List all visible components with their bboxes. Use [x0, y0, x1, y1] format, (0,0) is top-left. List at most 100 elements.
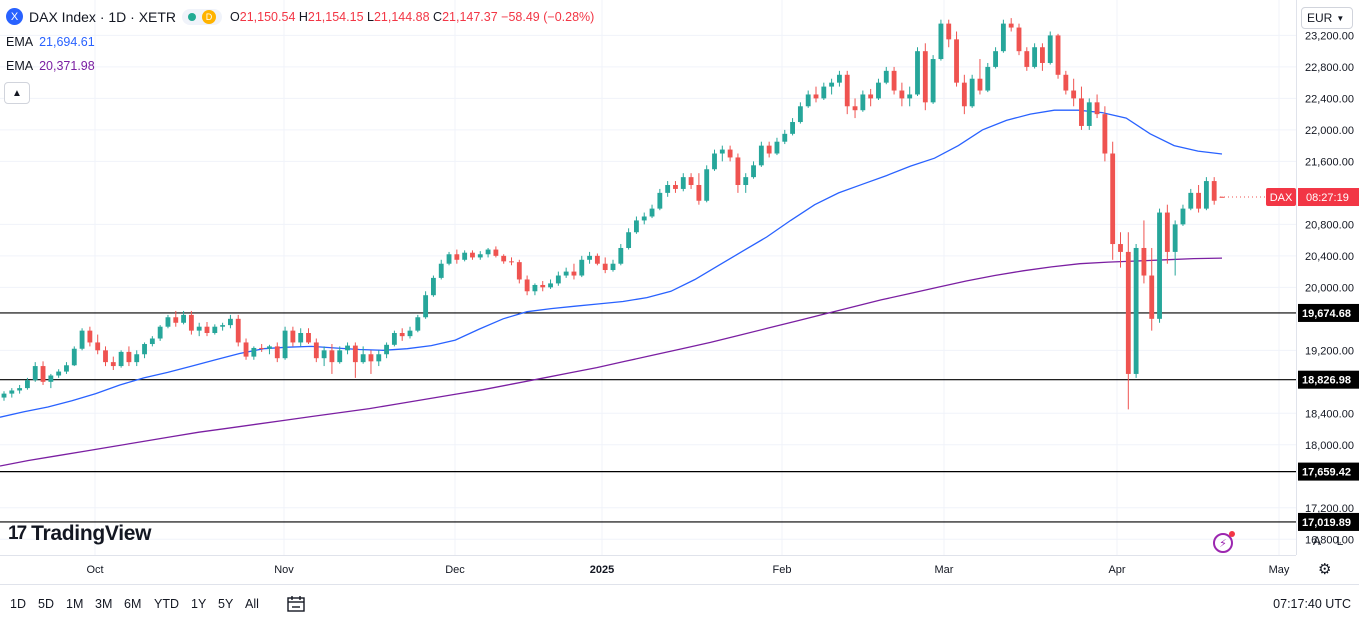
market-status[interactable]: D: [182, 8, 223, 25]
candle: [282, 326, 288, 360]
candle: [954, 31, 959, 87]
candle-body: [509, 261, 514, 263]
candle-body: [719, 149, 725, 154]
candle: [220, 322, 226, 331]
ema-slow-legend[interactable]: EMA 20,371.98: [6, 59, 95, 73]
candle-body: [1055, 35, 1061, 75]
candle-body: [1211, 181, 1217, 201]
candle: [712, 149, 717, 171]
candle: [876, 78, 881, 100]
candle: [423, 291, 429, 319]
candle: [704, 165, 710, 203]
timeframe-button-5y[interactable]: 5Y: [218, 597, 234, 611]
candle-body: [251, 347, 257, 357]
candle: [32, 362, 38, 382]
timeframe-button-6m[interactable]: 6M: [124, 597, 142, 611]
date-range-icon[interactable]: [286, 594, 306, 619]
candle-body: [532, 284, 538, 292]
candle: [384, 342, 389, 359]
candle-body: [95, 342, 101, 351]
candle: [1149, 247, 1155, 331]
flash-icon[interactable]: ⚡: [1213, 531, 1235, 553]
candle: [680, 173, 686, 192]
candle-body: [712, 153, 717, 170]
candle: [1008, 18, 1014, 32]
candle-body: [1180, 208, 1186, 225]
price-tick-label: 19,200.00: [1305, 345, 1354, 357]
candle: [87, 326, 93, 347]
candle: [907, 86, 913, 107]
candle-body: [579, 259, 585, 276]
candle: [134, 350, 140, 367]
candle-body: [306, 333, 311, 343]
timeframe-button-1d[interactable]: 1D: [10, 597, 26, 611]
candle-body: [446, 254, 452, 264]
symbol-logo-icon[interactable]: X: [6, 8, 23, 25]
candle-body: [1079, 98, 1084, 126]
candle-body: [938, 23, 944, 60]
candle-body: [688, 177, 694, 185]
candle: [196, 322, 202, 337]
ema-slow-line: [0, 257, 1223, 467]
candle-body: [946, 23, 952, 40]
candle: [1188, 188, 1194, 211]
candle: [1157, 208, 1162, 323]
log-scale-button[interactable]: L: [1330, 531, 1350, 551]
candle: [555, 271, 561, 286]
price-axis[interactable]: 23,200.00 22,800.00 22,400.00 22,000.00 21,6…: [1296, 0, 1359, 555]
candle-body: [1110, 153, 1116, 245]
tradingview-mark-icon: 17: [8, 523, 27, 544]
tradingview-logo[interactable]: 17 TradingView: [8, 522, 152, 545]
time-tick-label: Oct: [86, 564, 103, 576]
symbol-title[interactable]: DAX Index · 1D · XETR: [29, 8, 177, 25]
candle-body: [329, 350, 335, 363]
ema-fast-legend[interactable]: EMA 21,694.61: [6, 35, 95, 49]
collapse-legend-button[interactable]: ▲: [4, 82, 30, 104]
time-axis-labels: Oct Nov Dec 2025 Feb Mar Apr May: [86, 564, 1289, 576]
utc-clock[interactable]: 07:17:40 UTC: [1273, 597, 1351, 611]
candle-body: [548, 283, 553, 288]
candle: [415, 314, 421, 333]
candle: [899, 82, 905, 107]
price-tick-label: 17,200.00: [1305, 503, 1354, 515]
chevron-up-icon: ▲: [12, 87, 22, 99]
timeframe-button-5d[interactable]: 5D: [38, 597, 54, 611]
time-tick-label: 2025: [590, 564, 614, 576]
candle: [1055, 33, 1061, 79]
auto-scale-button[interactable]: A: [1307, 531, 1327, 551]
candle-body: [735, 157, 741, 185]
chart-pane[interactable]: DAX X DAX Index · 1D · XETR D O21,150.54…: [0, 0, 1350, 556]
candlestick-plot[interactable]: DAX: [0, 0, 1296, 555]
candle: [922, 43, 928, 111]
timeframe-button-3m[interactable]: 3M: [95, 597, 113, 611]
currency-selector[interactable]: EUR ▼: [1301, 7, 1353, 29]
candle-body: [376, 354, 382, 362]
candle: [813, 86, 819, 103]
timeframe-button-1m[interactable]: 1M: [66, 597, 84, 611]
candle-body: [298, 333, 304, 343]
candle: [1071, 78, 1077, 107]
candle: [40, 361, 46, 385]
time-axis[interactable]: Oct Nov Dec 2025 Feb Mar Apr May: [0, 556, 1296, 584]
candle: [181, 310, 186, 325]
candle-body: [352, 345, 358, 363]
timeframe-button-all[interactable]: All: [245, 597, 259, 611]
timeframe-button-ytd[interactable]: YTD: [154, 597, 179, 611]
candle-body: [1102, 114, 1108, 154]
candle: [548, 279, 553, 289]
candle: [204, 321, 210, 337]
delayed-data-badge: D: [202, 9, 217, 24]
candle-body: [524, 279, 530, 292]
candle-body: [368, 354, 374, 362]
timeframe-button-1y[interactable]: 1Y: [191, 597, 207, 611]
level-label-bg: [1298, 462, 1359, 481]
candle: [118, 350, 124, 368]
chart-settings-gear-icon[interactable]: ⚙: [1318, 561, 1332, 578]
candle: [758, 141, 764, 167]
level-label: 17,019.89: [1302, 517, 1351, 529]
time-tick-label: Feb: [773, 564, 792, 576]
candle-body: [899, 90, 905, 99]
price-tick-label: 18,000.00: [1305, 440, 1354, 452]
candle-body: [1086, 102, 1092, 126]
symbol-legend: X DAX Index · 1D · XETR D O21,150.54 H21…: [6, 8, 594, 25]
